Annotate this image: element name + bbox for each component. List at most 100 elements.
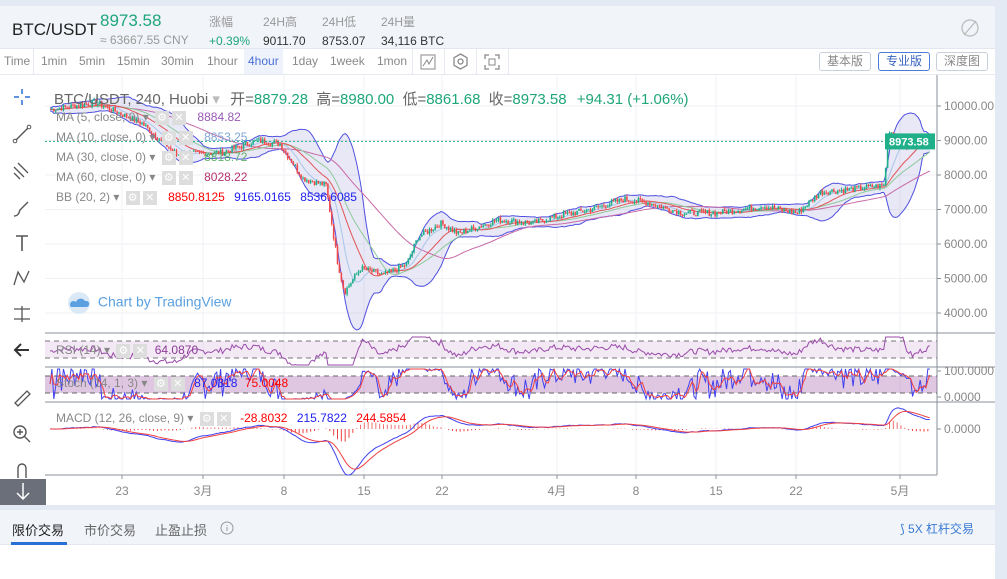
candle-body — [762, 207, 764, 209]
candle-body — [298, 172, 300, 175]
candle-body — [503, 220, 506, 223]
candle-body — [338, 263, 341, 273]
pattern-icon[interactable] — [8, 265, 36, 291]
legend-macd[interactable]: MACD (12, 26, close, 9) ▾ ⚙ ✕ -28.8032 21… — [56, 411, 407, 426]
candle-body — [419, 236, 421, 240]
candle-body — [712, 212, 714, 215]
candle-body — [447, 227, 450, 230]
top-strip — [0, 0, 1007, 6]
info-icon[interactable] — [220, 521, 234, 535]
candle-body — [231, 146, 233, 153]
interval-5min[interactable]: 5min — [79, 54, 106, 68]
candle-body — [407, 258, 410, 264]
candle-body — [283, 149, 285, 152]
candle-body — [689, 210, 691, 212]
candle-body — [589, 209, 592, 212]
fullscreen-icon[interactable] — [484, 54, 500, 70]
interval-1mon[interactable]: 1mon — [377, 54, 408, 68]
tab-limit-order[interactable]: 限价交易 — [12, 523, 65, 538]
candle-body — [800, 208, 803, 212]
candle-body — [869, 184, 872, 187]
candle-body — [461, 232, 463, 234]
candle-body — [844, 187, 847, 193]
legend-ma5[interactable]: MA (5, close, 0) ▾ ⚙ ✕ 8884.82 — [56, 110, 241, 125]
candle-body — [482, 225, 484, 228]
candle-body — [718, 212, 720, 214]
candle-body — [677, 211, 680, 215]
interval-15min[interactable]: 15min — [117, 54, 150, 68]
candle-body — [491, 220, 494, 226]
legend-bb[interactable]: BB (20, 2) ▾ ⚙ ✕ 8850.8125 9165.0165 8536… — [56, 190, 357, 205]
candle-body — [821, 190, 824, 195]
brush-off-icon[interactable] — [960, 18, 980, 38]
tab-stop-order[interactable]: 止盈止损 — [155, 523, 208, 538]
candle-body — [344, 288, 346, 295]
candle-body — [608, 204, 611, 207]
ruler-icon[interactable] — [8, 385, 36, 411]
candle-body — [248, 145, 251, 147]
candle-body — [764, 207, 766, 209]
tradingview-watermark[interactable]: Chart by TradingView — [64, 292, 231, 314]
collapse-toolbar-button[interactable] — [0, 479, 46, 505]
candle-body — [808, 200, 810, 207]
legend-stoch[interactable]: Stoch (14, 1, 3) ▾ ⚙ ✕ 87.0318 75.0048 — [56, 376, 289, 391]
candle-body — [459, 231, 461, 233]
candle-body — [859, 185, 862, 190]
candle-body — [168, 146, 170, 148]
measure-icon[interactable] — [8, 301, 36, 327]
legend-rsi[interactable]: RSI (14) ▾ ⚙ ✕ 64.0870 — [56, 343, 199, 358]
candle-body — [70, 104, 72, 108]
leverage-trade-link[interactable]: ⟆ 5X 杠杆交易 — [900, 522, 975, 536]
back-arrow-icon[interactable] — [8, 337, 36, 363]
candle-body — [426, 231, 429, 234]
price-chart[interactable]: 8973.58 10000.00 9000.00 8000.00 7000.00 6000… — [0, 75, 995, 505]
candle-body — [478, 226, 481, 230]
candle-body — [449, 228, 452, 230]
legend-ma60[interactable]: MA (60, close, 0) ▾ ⚙ ✕ 8028.22 — [56, 170, 248, 185]
interval-1hour[interactable]: 1hour — [207, 54, 238, 68]
candle-body — [610, 200, 613, 205]
candle-body — [637, 198, 640, 202]
candle-body — [152, 133, 155, 135]
interval-4hour[interactable]: 4hour — [244, 49, 283, 74]
candle-body — [674, 210, 676, 212]
stat-volume: 24H量 34,116 BTC — [381, 15, 445, 48]
cloud-icon — [68, 292, 90, 314]
candle-body — [196, 150, 199, 152]
view-pro-button[interactable]: 专业版 — [878, 52, 931, 71]
trend-line-icon[interactable] — [8, 121, 36, 147]
settings-icon[interactable] — [452, 53, 469, 70]
candle-body — [434, 226, 437, 230]
legend-ma30[interactable]: MA (30, close, 0) ▾ ⚙ ✕ 8818.72 — [56, 150, 248, 165]
candle-body — [656, 205, 659, 207]
fib-icon[interactable] — [8, 158, 36, 184]
interval-time[interactable]: Time — [4, 54, 31, 68]
candle-body — [457, 231, 460, 234]
view-basic-button[interactable]: 基本版 — [819, 52, 872, 71]
candle-body — [125, 113, 128, 118]
candle-body — [551, 216, 553, 218]
candle-body — [334, 238, 337, 247]
crosshair-icon[interactable] — [8, 84, 36, 110]
interval-1day[interactable]: 1day — [292, 54, 319, 68]
candle-body — [424, 230, 427, 232]
interval-1week[interactable]: 1week — [330, 54, 365, 68]
text-icon[interactable] — [8, 230, 36, 256]
interval-30min[interactable]: 30min — [161, 54, 194, 68]
candle-body — [102, 106, 105, 108]
magnet-icon[interactable] — [8, 458, 36, 484]
view-depth-button[interactable]: 深度图 — [936, 52, 989, 71]
interval-1min[interactable]: 1min — [41, 54, 68, 68]
indicator-icon[interactable] — [420, 54, 436, 70]
brush-icon[interactable] — [8, 195, 36, 221]
zoom-in-icon[interactable] — [8, 421, 36, 447]
candle-body — [614, 199, 617, 202]
candle-body — [112, 107, 115, 112]
candle-body — [649, 202, 651, 206]
candle-body — [116, 111, 118, 114]
legend-ma10[interactable]: MA (10, close, 0) ▾ ⚙ ✕ 8853.25 — [56, 130, 248, 145]
candle-body — [710, 214, 713, 216]
candle-body — [559, 216, 561, 218]
tab-market-order[interactable]: 市价交易 — [84, 523, 137, 538]
candle-body — [77, 105, 80, 107]
